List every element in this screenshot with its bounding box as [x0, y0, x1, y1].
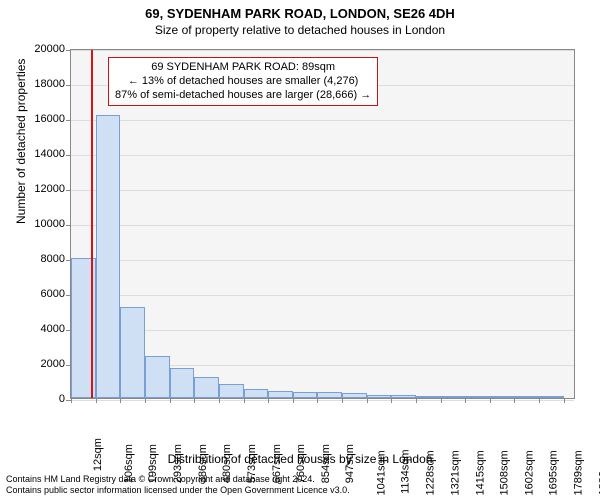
gridline: [71, 155, 574, 156]
xtick-label: 1134sqm: [399, 449, 411, 493]
chart-subtitle: Size of property relative to detached ho…: [0, 23, 600, 37]
annotation-box: 69 SYDENHAM PARK ROAD: 89sqm ← 13% of de…: [108, 57, 378, 106]
ytick: [66, 190, 71, 191]
ytick-label: 6000: [10, 288, 65, 300]
gridline: [71, 330, 574, 331]
xtick: [219, 398, 220, 403]
xtick-label: 1415sqm: [474, 450, 486, 495]
histogram-bar: [244, 389, 269, 398]
xtick: [120, 398, 121, 403]
histogram-bar: [219, 384, 244, 398]
xtick: [170, 398, 171, 403]
ytick-label: 8000: [10, 253, 65, 265]
gridline: [71, 225, 574, 226]
xtick-label: 1041sqm: [375, 450, 387, 495]
xtick-label: 480sqm: [221, 444, 233, 483]
histogram-bar: [515, 396, 540, 398]
histogram-bar: [317, 392, 342, 398]
xtick: [317, 398, 318, 403]
xtick: [342, 398, 343, 403]
xtick-label: 12sqm: [92, 438, 104, 471]
xtick: [96, 398, 97, 403]
ytick: [66, 225, 71, 226]
xtick: [564, 398, 565, 403]
xtick: [71, 398, 72, 403]
xtick-label: 1602sqm: [523, 450, 535, 495]
xtick: [465, 398, 466, 403]
histogram-bar: [416, 396, 441, 398]
histogram-bar: [465, 396, 490, 398]
xtick-label: 199sqm: [147, 444, 159, 483]
xtick: [539, 398, 540, 403]
ytick-label: 0: [10, 393, 65, 405]
gridline: [71, 50, 574, 51]
xtick-label: 1695sqm: [548, 450, 560, 495]
ytick: [66, 155, 71, 156]
xtick-label: 1228sqm: [425, 450, 437, 495]
xtick: [391, 398, 392, 403]
histogram-bar: [539, 396, 564, 398]
ytick-label: 14000: [10, 148, 65, 160]
xtick-label: 760sqm: [295, 444, 307, 483]
xtick: [145, 398, 146, 403]
xtick: [268, 398, 269, 403]
xtick: [490, 398, 491, 403]
xtick-label: 293sqm: [172, 444, 184, 483]
histogram-bar: [490, 396, 515, 398]
histogram-bar: [96, 115, 121, 399]
xtick: [416, 398, 417, 403]
histogram-bar: [145, 356, 170, 398]
histogram-bar: [268, 391, 293, 398]
gridline: [71, 120, 574, 121]
histogram-bar: [391, 395, 416, 398]
xtick-label: 667sqm: [271, 444, 283, 483]
ytick-label: 4000: [10, 323, 65, 335]
annotation-line2: ← 13% of detached houses are smaller (4,…: [115, 75, 371, 89]
histogram-bar: [293, 392, 318, 398]
histogram-bar: [194, 377, 219, 398]
xtick: [441, 398, 442, 403]
xtick: [194, 398, 195, 403]
gridline: [71, 260, 574, 261]
ytick-label: 12000: [10, 183, 65, 195]
xtick-label: 573sqm: [246, 444, 258, 483]
ytick-label: 16000: [10, 113, 65, 125]
chart-container: 69, SYDENHAM PARK ROAD, LONDON, SE26 4DH…: [0, 0, 600, 500]
xtick-label: 854sqm: [320, 444, 332, 483]
histogram-bar: [367, 395, 392, 399]
ytick-label: 2000: [10, 358, 65, 370]
gridline: [71, 190, 574, 191]
ytick: [66, 50, 71, 51]
ytick: [66, 85, 71, 86]
histogram-bar: [170, 368, 195, 398]
gridline: [71, 400, 574, 401]
annotation-line1: 69 SYDENHAM PARK ROAD: 89sqm: [115, 61, 371, 75]
histogram-bar: [441, 396, 466, 398]
ytick: [66, 120, 71, 121]
ytick-label: 20000: [10, 43, 65, 55]
chart-title: 69, SYDENHAM PARK ROAD, LONDON, SE26 4DH: [0, 0, 600, 21]
ytick-label: 18000: [10, 78, 65, 90]
attribution-line2: Contains public sector information licen…: [6, 485, 350, 496]
xtick: [293, 398, 294, 403]
marker-line: [91, 50, 93, 398]
xtick-label: 1789sqm: [572, 450, 584, 495]
histogram-bar: [120, 307, 145, 398]
xtick-label: 1508sqm: [498, 450, 510, 495]
gridline: [71, 295, 574, 296]
xtick-label: 386sqm: [197, 444, 209, 483]
annotation-line3: 87% of semi-detached houses are larger (…: [115, 89, 371, 103]
ytick-label: 10000: [10, 218, 65, 230]
xtick: [367, 398, 368, 403]
xtick: [244, 398, 245, 403]
xtick-label: 947sqm: [344, 444, 356, 483]
xtick-label: 1321sqm: [449, 450, 461, 495]
xtick-label: 106sqm: [123, 444, 135, 483]
xtick: [514, 398, 515, 403]
histogram-bar: [342, 393, 367, 398]
